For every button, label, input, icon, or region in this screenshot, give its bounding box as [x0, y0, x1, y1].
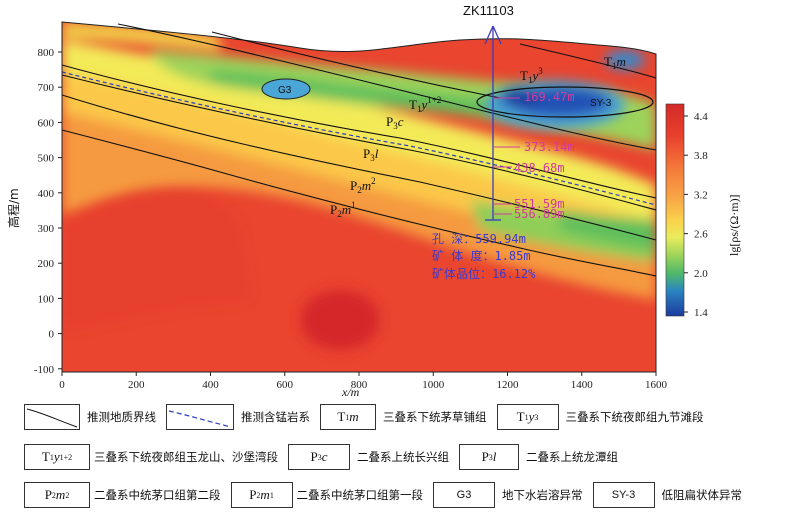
- y-tick-label: 700: [38, 82, 55, 94]
- legend-geo-line-swatch: [24, 404, 80, 430]
- legend-T1y12-text: 三叠系下统夜郎组玉龙山、沙堡湾段: [94, 450, 278, 464]
- legend-T1y12-box: T 1 y 1+2: [24, 444, 90, 470]
- colorbar-tick-label: 2.6: [694, 229, 708, 241]
- mn-line-icon: [168, 410, 232, 428]
- sy3-label: SY-3: [590, 98, 612, 109]
- x-tick-label: 1600: [645, 379, 668, 391]
- borehole: ZK11103 169.47m 373.14m 438.68m 551.59m …: [463, 3, 575, 221]
- y-tick-label: 400: [38, 188, 55, 200]
- sy3-anomaly-outline: [476, 86, 654, 118]
- legend-mn-line-text: 推测含锰岩系: [241, 410, 310, 424]
- geologic-boundary-lines: [61, 23, 657, 277]
- section-outline: [61, 21, 657, 373]
- geo-line-icon: [26, 408, 78, 428]
- mn-bearing-dashed-line: [61, 71, 657, 206]
- colorbar-tick-label: 1.4: [694, 307, 708, 319]
- y-tick-label: 200: [38, 258, 55, 270]
- unit-labels: T1m T1y3 T1y1+2 P3c P3l P2m2 P2m1: [330, 54, 626, 219]
- colorbar-label: lg[ρs/(Ω·m)]: [727, 194, 741, 256]
- x-tick-label: 200: [128, 379, 145, 391]
- info-depth: 孔 深：559.94m: [432, 232, 526, 246]
- colorbar-tick-label: 2.0: [694, 268, 708, 280]
- y-axis-ticks: 800 700 600 500 400 300 200 100 0 -100: [34, 47, 62, 376]
- colorbar: [665, 103, 685, 317]
- resistivity-field: [62, 22, 656, 372]
- legend-G3-box: G3: [433, 482, 495, 508]
- legend-SY3-box: SY-3: [592, 482, 655, 508]
- legend-SY3-text: 低阻扁状体异常: [661, 488, 743, 502]
- borehole-label: ZK11103: [463, 3, 514, 18]
- colorbar-tick-label: 3.2: [694, 189, 708, 201]
- legend-T1m-text: 三叠系下统茅草铺组: [383, 410, 487, 424]
- y-tick-label: -100: [34, 364, 55, 376]
- x-tick-label: 1400: [571, 379, 594, 391]
- y-tick-label: 600: [38, 117, 55, 129]
- depth-mark: 556.89m: [514, 207, 565, 221]
- y-tick-label: 100: [38, 293, 55, 305]
- legend-geo-line-text: 推测地质界线: [87, 410, 156, 424]
- colorbar-tick-label: 3.8: [694, 150, 708, 162]
- y-tick-label: 500: [38, 153, 55, 165]
- x-tick-label: 600: [277, 379, 294, 391]
- legend-mn-line-swatch: [166, 404, 234, 430]
- x-tick-label: 1200: [497, 379, 520, 391]
- svg-text:P3l: P3l: [363, 146, 379, 163]
- x-tick-label: 0: [59, 379, 65, 391]
- svg-text:P2m2: P2m2: [350, 176, 376, 195]
- svg-text:T1y1+2: T1y1+2: [409, 95, 441, 114]
- legend-P3c-text: 二叠系上统长兴组: [357, 450, 449, 464]
- svg-text:P3c: P3c: [386, 114, 404, 131]
- x-tick-label: 800: [351, 379, 368, 391]
- legend-T1y3-text: 三叠系下统夜郎组九节滩段: [565, 410, 704, 424]
- y-tick-label: 300: [38, 223, 55, 235]
- svg-text:P2m1: P2m1: [330, 200, 356, 219]
- legend-G3-text: 地下水岩溶异常: [502, 488, 583, 502]
- y-tick-label: 0: [49, 329, 55, 341]
- g3-label: G3: [278, 85, 292, 96]
- depth-mark: 438.68m: [514, 161, 565, 175]
- legend-P2m2-text: 二叠系中统茅口组第二段: [94, 488, 221, 502]
- legend-P3l-text: 二叠系上统龙潭组: [526, 450, 618, 464]
- x-axis-label: x/m: [341, 385, 360, 399]
- depth-mark: 551.59m: [514, 197, 565, 211]
- colorbar-ticks: 4.4 3.8 3.2 2.6 2.0 1.4: [684, 111, 708, 319]
- depth-mark: 373.14m: [524, 140, 575, 154]
- svg-text:T1y3: T1y3: [520, 66, 543, 85]
- g3-anomaly: [261, 78, 311, 100]
- svg-text:T1m: T1m: [604, 54, 626, 71]
- x-tick-label: 1000: [422, 379, 445, 391]
- x-tick-label: 400: [202, 379, 219, 391]
- y-tick-label: 800: [38, 47, 55, 59]
- legend-P2m1-text: 二叠系中统茅口组第一段: [296, 488, 424, 502]
- info-grade: 矿体品位：16.12%: [432, 266, 536, 281]
- colorbar-tick-label: 4.4: [694, 111, 708, 123]
- y-axis-label: 高程/m: [6, 188, 21, 228]
- depth-mark: 169.47m: [524, 90, 575, 104]
- x-axis-ticks: 0 200 400 600 800 1000 1200 1400 1600: [59, 372, 668, 391]
- info-thickness: 矿 体 度：1.85m: [432, 248, 531, 263]
